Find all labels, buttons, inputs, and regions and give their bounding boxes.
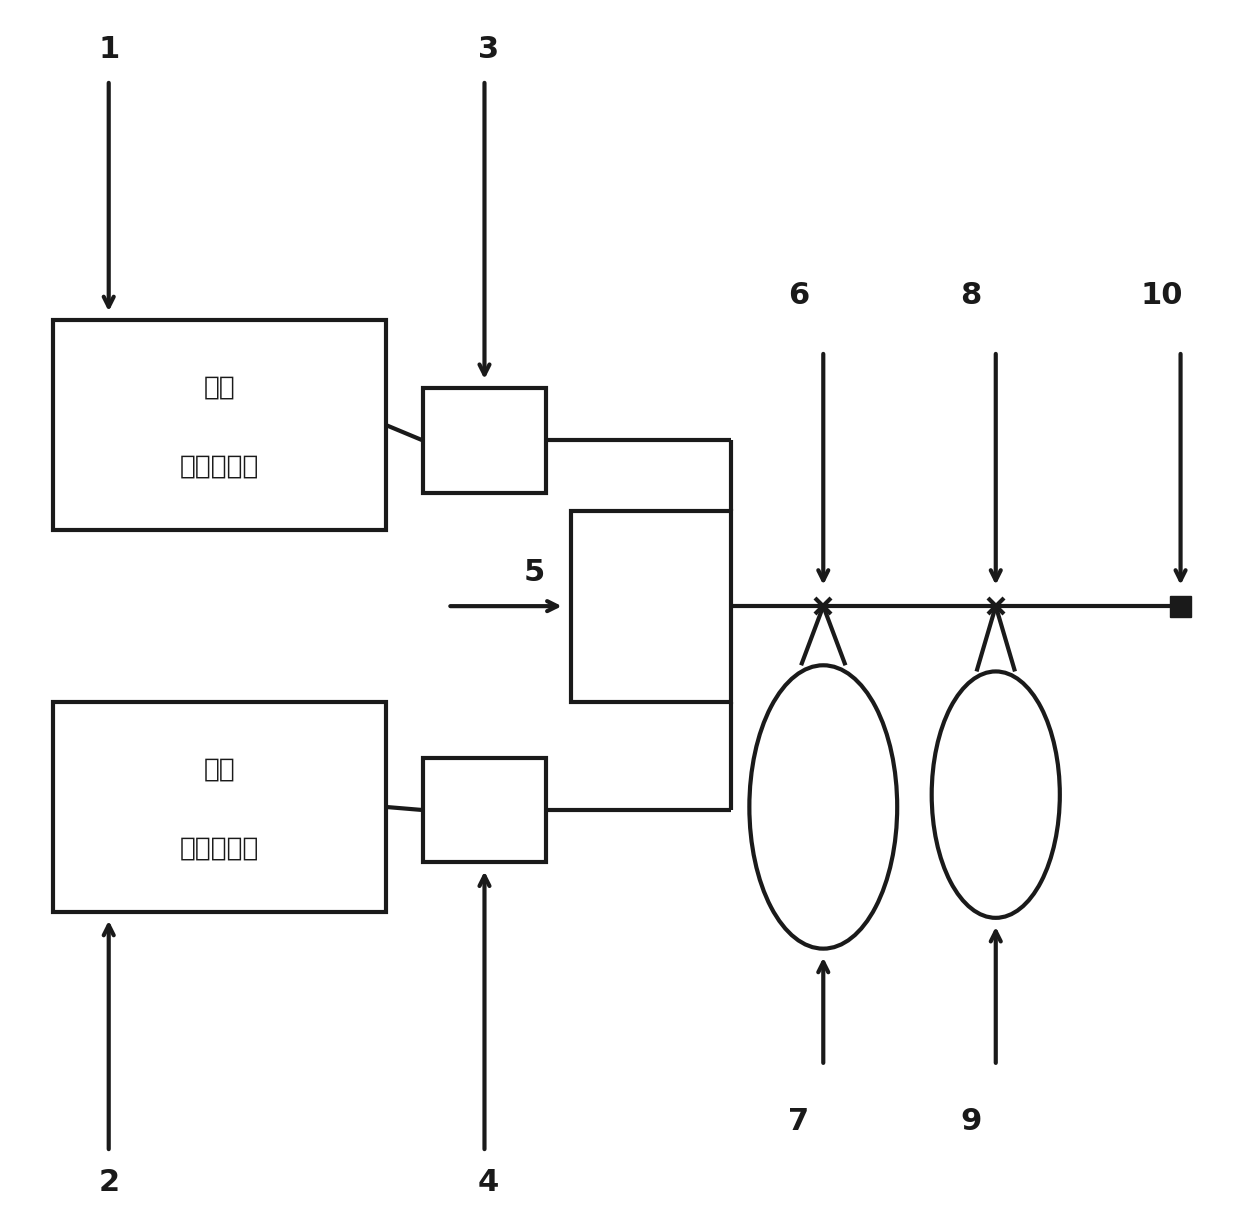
Bar: [423, 758, 546, 862]
Text: 第一: 第一: [203, 375, 236, 400]
Bar: [53, 702, 386, 912]
Text: 4: 4: [477, 1168, 498, 1198]
Text: 2: 2: [98, 1168, 119, 1198]
Text: 6: 6: [787, 281, 810, 310]
Text: 1: 1: [98, 34, 119, 64]
Text: 5: 5: [523, 558, 544, 588]
Text: 10: 10: [1141, 281, 1183, 310]
Text: 光纤激光器: 光纤激光器: [180, 835, 259, 862]
Bar: [570, 511, 730, 702]
Ellipse shape: [931, 671, 1060, 918]
Text: 光纤激光器: 光纤激光器: [180, 453, 259, 480]
Text: 3: 3: [477, 34, 498, 64]
Bar: [1171, 596, 1192, 617]
Text: 8: 8: [961, 281, 982, 310]
Text: 9: 9: [961, 1106, 982, 1136]
Bar: [53, 320, 386, 530]
Bar: [423, 388, 546, 493]
Text: 7: 7: [789, 1106, 810, 1136]
Ellipse shape: [749, 665, 898, 949]
Text: 第二: 第二: [203, 756, 236, 782]
